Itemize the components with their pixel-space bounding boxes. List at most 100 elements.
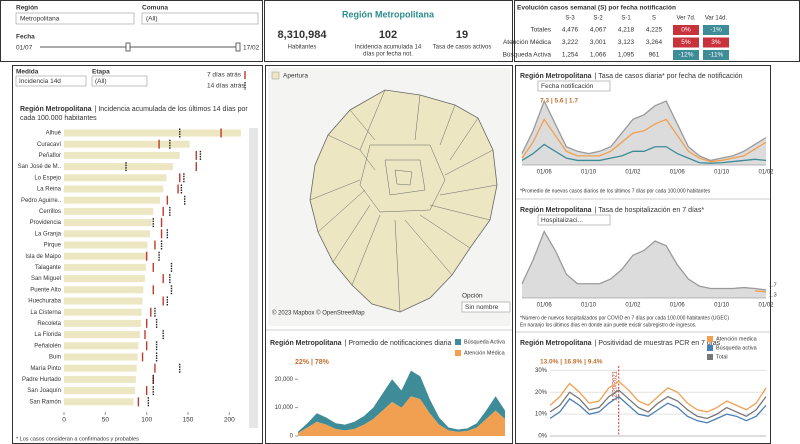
bar [64, 387, 136, 395]
x-tick-label: 01/10 [714, 303, 730, 309]
column-header: Var 14d. [705, 16, 728, 22]
category-label: Pedro Aguirre.. [21, 198, 61, 204]
change-cell [703, 37, 729, 48]
column-header: Ver 7d. [676, 16, 695, 22]
category-label: San José de M.. [18, 164, 62, 170]
legend-swatch [707, 345, 713, 351]
category-label: San Ramón [29, 399, 61, 405]
chart-title: Región Metropolitana | Incidencia acumula… [20, 106, 248, 113]
title-main: Región Metropolitana [520, 73, 592, 80]
x-tick-label: 01/10 [581, 170, 597, 176]
dropdown[interactable] [15, 12, 135, 25]
value-text: 7.3 | 5.6 | 1.7 [540, 98, 578, 105]
legend-label: Atención medica [716, 336, 758, 342]
title-sub: | Positividad de muestras PCR en 7 días [595, 340, 721, 347]
map-credit: © 2023 Mapbox © OpenStreetMap [272, 310, 365, 317]
chart-title: Región Metropolitana | Positividad de mue… [520, 340, 721, 347]
column-header: S-3 [565, 16, 575, 22]
share-label: 22% | 78% [295, 359, 330, 366]
dropdown-value: (All) [95, 78, 107, 85]
cell: 1,254 [562, 52, 579, 59]
slider-handle[interactable] [125, 42, 131, 52]
category-label: María Pinto [30, 366, 61, 372]
footnote: *Promedio de nuevos casos diarios de los… [520, 188, 711, 194]
map-legend: Apertura [283, 73, 308, 80]
footnote: En naranjo los últimos días en donde aún… [520, 322, 697, 328]
bar [64, 353, 138, 361]
x-tick-label: 01/10 [714, 170, 730, 176]
bar [64, 342, 139, 350]
dropdown[interactable] [91, 75, 148, 87]
category-label: La Florida [34, 332, 61, 338]
bar [64, 297, 143, 305]
region-map[interactable] [309, 89, 498, 313]
x-tick-label: 01/02 [625, 303, 641, 309]
y-tick-label: 10,000 [275, 405, 294, 411]
bar [64, 174, 167, 182]
dropdown[interactable] [461, 301, 511, 313]
dropdown-value: (All) [146, 16, 158, 23]
dropdown-value: Fecha notificación [541, 83, 594, 90]
bar [64, 196, 160, 204]
bar [64, 263, 146, 271]
commune-borders [309, 89, 498, 313]
cell: 961 [649, 52, 660, 59]
x-tick-label: 01/10 [581, 303, 597, 309]
area [298, 396, 505, 436]
legend-label: Total [716, 354, 728, 360]
cell: 1,095 [618, 52, 635, 59]
category-label: La Reina [37, 187, 62, 193]
y-tick-label: 20,000 [275, 377, 294, 383]
category-label: Peñalolén [34, 343, 61, 349]
cell: 3,123 [618, 39, 635, 46]
dropdown-value: Incidencia 14d [19, 78, 61, 85]
kpi-label: Habitantes [288, 45, 317, 51]
cell: 3,264 [646, 39, 663, 46]
change-cell [673, 25, 699, 35]
category-label: Peñaflor [39, 153, 61, 159]
dropdown[interactable] [141, 12, 259, 25]
title-main: Región Metropolitana [270, 340, 342, 347]
category-label: Puente Alto [30, 287, 61, 293]
line [521, 230, 767, 291]
label: Medida [16, 69, 39, 76]
x-tick-label: 01/06 [537, 170, 553, 176]
bar [64, 398, 134, 406]
label: Región [16, 5, 38, 12]
category-label: La Cisterna [30, 310, 61, 316]
category-label: Providencia [30, 220, 62, 226]
kpi-value: 102 [379, 29, 397, 41]
kpi-panel [264, 0, 513, 62]
x-tick-label: 200 [224, 417, 235, 424]
title-sub: | Tasa de hospitalización en 7 días* [595, 207, 705, 214]
cell: 1,066 [590, 52, 607, 59]
bar [64, 151, 180, 159]
x-tick-label: 01/06 [537, 303, 553, 309]
change-cell [673, 37, 699, 48]
dropdown[interactable] [15, 75, 87, 87]
y-tick-label: 10% [535, 412, 548, 418]
change-value: 0% [681, 27, 691, 34]
column-header: S-2 [593, 16, 603, 22]
line [549, 380, 767, 413]
category-label: Recoleta [37, 321, 61, 327]
bar [64, 364, 137, 372]
dropdown[interactable] [537, 214, 611, 226]
cell: 4,476 [562, 27, 579, 34]
bar [64, 375, 136, 383]
annotation-label: 12/20/2021 [612, 370, 618, 401]
title-main: Región Metropolitana [520, 207, 592, 214]
category-label: Curacaví [37, 142, 61, 148]
dropdown[interactable] [537, 80, 611, 92]
x-tick-label: 01/02 [758, 303, 774, 309]
dropdown-value: Hospitalizaci... [541, 217, 583, 224]
area [522, 231, 766, 298]
slider-handle[interactable] [235, 42, 241, 52]
bar [64, 286, 144, 294]
bar [64, 331, 141, 339]
title-sub: | Tasa de casos diaria* por fecha de not… [595, 73, 743, 80]
label: Etapa [92, 69, 110, 76]
category-label: Huechuraba [28, 299, 61, 305]
kpi-label: días por fecha not. [363, 52, 413, 58]
